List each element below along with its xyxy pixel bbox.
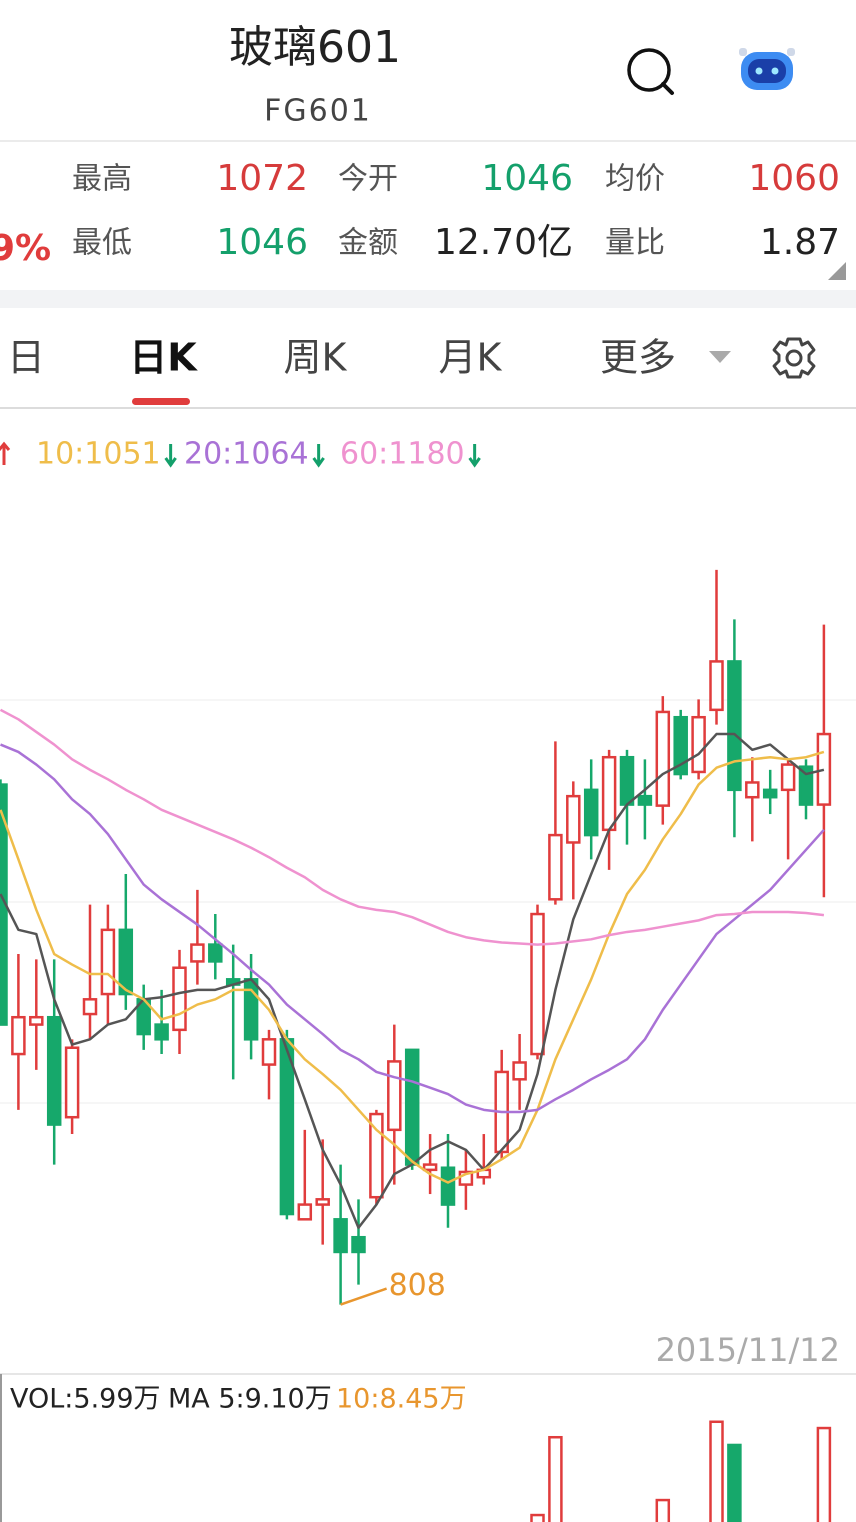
candle-body bbox=[297, 1203, 313, 1221]
candle-body bbox=[440, 1166, 456, 1206]
ma-arrow bbox=[0, 441, 11, 465]
code: FG601 bbox=[264, 94, 372, 129]
candle-body bbox=[261, 1038, 277, 1066]
candle-body bbox=[762, 788, 778, 799]
candle-body bbox=[583, 788, 599, 837]
title: 玻璃601 bbox=[229, 22, 401, 73]
candle-body bbox=[351, 1235, 366, 1254]
vol-label: VOL:5.99万 bbox=[10, 1384, 161, 1415]
ma-arrow bbox=[164, 444, 177, 468]
candle-body bbox=[82, 998, 98, 1016]
candle-body bbox=[100, 928, 116, 996]
dropdown-arrow[interactable] bbox=[709, 351, 731, 363]
candle-body bbox=[387, 1060, 402, 1132]
candle-body bbox=[530, 912, 545, 1056]
candle-body bbox=[315, 1198, 330, 1206]
volume-bar bbox=[727, 1443, 742, 1522]
volume-bar bbox=[530, 1513, 545, 1522]
candle-body bbox=[619, 755, 635, 806]
change-percent: 9% bbox=[0, 228, 51, 269]
corner-mark bbox=[828, 262, 846, 280]
candle-body bbox=[118, 928, 134, 996]
candle-body bbox=[46, 1015, 62, 1126]
stat-label: 最低 bbox=[72, 226, 132, 261]
ma-line bbox=[0, 743, 825, 1114]
stat-label: 量比 bbox=[605, 226, 665, 261]
ma-arrow bbox=[468, 444, 481, 468]
low-pointer bbox=[340, 1287, 388, 1306]
low-label: 808 bbox=[389, 1268, 446, 1303]
candle-body bbox=[422, 1163, 438, 1172]
stat-value: 12.70亿 bbox=[434, 222, 573, 263]
candle-body bbox=[243, 978, 259, 1041]
stat-label: 金额 bbox=[338, 226, 398, 261]
stat-label: 最高 bbox=[72, 162, 132, 197]
candle-body bbox=[404, 1048, 420, 1166]
tab[interactable]: 日K bbox=[129, 336, 198, 380]
stat-value: 1046 bbox=[216, 222, 308, 263]
vol-ma5: MA 5:9.10万 bbox=[168, 1384, 332, 1415]
stats: 最高 1072 今开 1046 均价 1060 最低 1046 金额 12.70亿 量比 1.87 bbox=[72, 158, 840, 263]
candle-body bbox=[816, 732, 832, 806]
candle-body bbox=[172, 966, 187, 1032]
stat-value: 1.87 bbox=[760, 222, 840, 263]
candle-body bbox=[601, 755, 617, 832]
candle-body bbox=[279, 1038, 295, 1216]
ma-line bbox=[0, 708, 825, 946]
candle-body bbox=[29, 1015, 44, 1026]
candle-body bbox=[333, 1218, 348, 1254]
stat-label: 均价 bbox=[605, 162, 665, 197]
candle-body bbox=[637, 794, 653, 806]
candle-body bbox=[709, 660, 724, 712]
search-icon[interactable] bbox=[627, 48, 674, 95]
volume-bar bbox=[548, 1435, 563, 1522]
band bbox=[0, 290, 856, 308]
volume-bar bbox=[709, 1420, 724, 1522]
ma-line bbox=[0, 732, 825, 1229]
legend-entry: 10:1051 bbox=[36, 437, 161, 472]
candle-body bbox=[512, 1061, 527, 1081]
tabs: 日 日K 周K 月K 更多 bbox=[7, 336, 676, 380]
tab[interactable]: 周K bbox=[284, 336, 348, 380]
tab[interactable]: 日 bbox=[7, 336, 45, 380]
candle-body bbox=[11, 1015, 26, 1056]
vol-ma10: 10:8.45万 bbox=[336, 1384, 467, 1415]
tab[interactable]: 更多 bbox=[600, 336, 676, 380]
assistant-icon[interactable] bbox=[739, 48, 795, 90]
candle-body bbox=[208, 943, 223, 963]
candle-body bbox=[566, 794, 581, 844]
candle-body bbox=[64, 1046, 80, 1119]
plot: 808 bbox=[0, 569, 832, 1306]
candle-body bbox=[673, 715, 688, 776]
legend-entry: 60:1180 bbox=[340, 437, 465, 472]
legend-entry: 20:1064 bbox=[184, 437, 309, 472]
stat-value: 1072 bbox=[216, 158, 308, 199]
candle-body bbox=[190, 943, 205, 963]
candle-body bbox=[548, 833, 563, 901]
candle-body bbox=[691, 715, 706, 774]
legend: 10:1051 20:1064 60:1180 bbox=[36, 437, 481, 472]
candle-body bbox=[655, 710, 671, 807]
candle-body bbox=[780, 763, 796, 792]
stat-value: 1060 bbox=[748, 158, 840, 199]
settings-icon[interactable] bbox=[772, 337, 816, 379]
stat-value: 1046 bbox=[481, 158, 573, 199]
volume-bar bbox=[655, 1498, 671, 1522]
ma-line bbox=[0, 750, 825, 1184]
candle-body bbox=[369, 1112, 384, 1199]
stat-label: 今开 bbox=[338, 162, 398, 197]
date-label: 2015/11/12 bbox=[656, 1331, 840, 1369]
candle-body bbox=[798, 765, 814, 806]
tab-underline bbox=[132, 398, 190, 405]
volume-plot bbox=[530, 1420, 832, 1522]
tab[interactable]: 月K bbox=[439, 336, 503, 380]
ma-arrow bbox=[312, 444, 325, 468]
candle-body bbox=[745, 781, 760, 799]
volume-bar bbox=[816, 1426, 832, 1522]
candle-body bbox=[154, 1023, 169, 1041]
candle-body bbox=[727, 660, 742, 792]
